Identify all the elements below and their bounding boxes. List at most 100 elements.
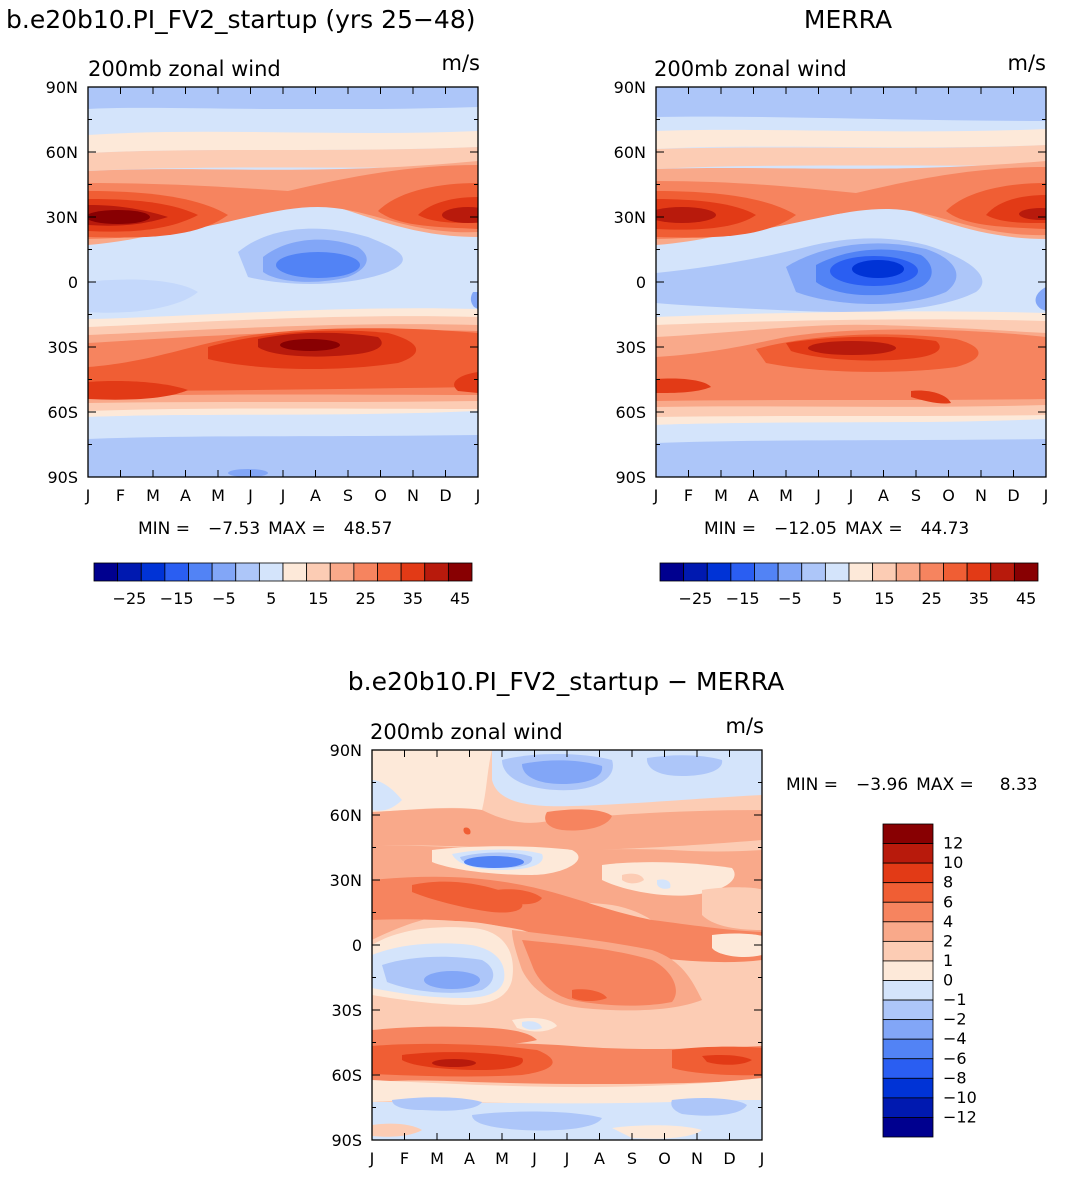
- colorbar-swatch: [188, 562, 213, 582]
- colorbar-swatch: [882, 1117, 934, 1138]
- colorbar-swatch: [777, 562, 803, 582]
- colorbar-swatch: [882, 1019, 934, 1040]
- panel-merra-axes: J F M A M J J A S O N D J 90N 60N 30N 0 30S 60S 90S: [614, 78, 1049, 505]
- y-tick-label: 60S: [47, 403, 78, 422]
- colorbar-swatch: [730, 562, 755, 582]
- x-tick-label: O: [658, 1149, 671, 1168]
- colorbar-swatch: [211, 562, 237, 582]
- x-tick-label: A: [310, 486, 321, 505]
- colorbar-label: −12: [943, 1107, 977, 1126]
- y-tick-label: 30N: [614, 208, 646, 227]
- colorbar-label: −15: [160, 589, 194, 608]
- colorbar-label: 5: [266, 589, 276, 608]
- colorbar-swatch: [258, 562, 284, 582]
- y-tick-label: 30N: [330, 871, 362, 890]
- panel-diff-field: J F M A M J J A S O N D J 90N 60N 30N 0 30S 60S 90S: [330, 741, 765, 1168]
- x-tick-label: F: [116, 486, 125, 505]
- panel-merra: MERRA 200mb zonal wind m/s: [614, 5, 1049, 608]
- colorbar-swatch: [306, 562, 331, 582]
- panel-model-title: b.e20b10.PI_FV2_startup (yrs 25−48): [6, 5, 475, 34]
- colorbar-label: −2: [943, 1010, 967, 1029]
- x-tick-label: S: [343, 486, 353, 505]
- x-tick-label: N: [691, 1149, 703, 1168]
- panel-model-colorbar: −25 −15 −5 5 15 25 35 45: [93, 562, 473, 608]
- panel-model-field: J F M A M J J A S O N D J 90N 60N 30N 0 30S 60S 90S: [46, 78, 481, 505]
- x-tick-label: J: [475, 486, 481, 505]
- colorbar-swatch: [882, 1077, 934, 1099]
- x-tick-label: F: [400, 1149, 409, 1168]
- colorbar-label: −4: [943, 1029, 967, 1048]
- y-tick-label: 60N: [330, 806, 362, 825]
- colorbar-label: 8: [943, 873, 953, 892]
- colorbar-swatch: [706, 562, 732, 582]
- panel-model: b.e20b10.PI_FV2_startup (yrs 25−48) 200m…: [6, 5, 481, 608]
- colorbar-swatch: [882, 843, 934, 864]
- x-tick-label: O: [374, 486, 387, 505]
- x-tick-label: O: [942, 486, 955, 505]
- colorbar-label: 35: [403, 589, 423, 608]
- colorbar-swatch: [882, 940, 934, 962]
- x-tick-label: J: [848, 486, 854, 505]
- colorbar-swatch: [882, 823, 934, 844]
- panel-diff-title: b.e20b10.PI_FV2_startup − MERRA: [348, 667, 784, 696]
- y-tick-label: 0: [352, 936, 362, 955]
- colorbar-swatch: [882, 901, 934, 923]
- colorbar-label: −15: [726, 589, 760, 608]
- y-tick-label: 0: [636, 273, 646, 292]
- colorbar-swatch: [164, 562, 189, 582]
- colorbar-swatch: [659, 562, 685, 582]
- x-tick-label: M: [211, 486, 225, 505]
- colorbar-swatch: [943, 562, 968, 582]
- colorbar-swatch: [93, 562, 119, 582]
- colorbar-swatch: [282, 562, 308, 582]
- x-tick-label: J: [531, 1149, 537, 1168]
- panel-model-stats: MIN = −7.53 MAX = 48.57: [138, 519, 392, 539]
- x-tick-label: M: [495, 1149, 509, 1168]
- colorbar-label: 35: [969, 589, 989, 608]
- colorbar-swatch: [882, 921, 934, 942]
- x-tick-label: J: [564, 1149, 570, 1168]
- panel-merra-subtitle: 200mb zonal wind: [654, 57, 847, 81]
- y-tick-label: 60N: [46, 143, 78, 162]
- x-tick-label: M: [146, 486, 160, 505]
- colorbar-swatch: [872, 562, 897, 582]
- colorbar-label: 5: [832, 589, 842, 608]
- panel-diff: b.e20b10.PI_FV2_startup − MERRA 200mb zo…: [330, 667, 1038, 1168]
- y-tick-label: 90S: [331, 1131, 362, 1150]
- x-tick-label: J: [280, 486, 286, 505]
- panel-model-axes: J F M A M J J A S O N D J 90N 60N 30N 0 30S 60S 90S: [46, 78, 481, 505]
- colorbar-swatch: [882, 999, 934, 1021]
- x-tick-label: A: [878, 486, 889, 505]
- colorbar-label: 6: [943, 892, 953, 911]
- y-tick-label: 90N: [330, 741, 362, 760]
- colorbar-swatch: [824, 562, 850, 582]
- y-tick-label: 60S: [615, 403, 646, 422]
- colorbar-label: 2: [943, 931, 953, 950]
- colorbar-swatch: [919, 562, 944, 582]
- x-tick-label: J: [247, 486, 253, 505]
- colorbar-label: −8: [943, 1068, 967, 1087]
- y-tick-label: 90N: [614, 78, 646, 97]
- colorbar-swatch: [377, 562, 402, 582]
- y-tick-label: 30S: [47, 338, 78, 357]
- colorbar-label: −25: [113, 589, 147, 608]
- colorbar-swatch: [882, 1058, 934, 1079]
- panel-diff-units: m/s: [726, 714, 764, 738]
- colorbar-label: −10: [943, 1088, 977, 1107]
- panel-merra-title: MERRA: [804, 5, 892, 34]
- x-tick-label: A: [180, 486, 191, 505]
- colorbar-swatch: [801, 562, 826, 582]
- x-tick-label: N: [407, 486, 419, 505]
- colorbar-label: 12: [943, 834, 963, 853]
- y-tick-label: 30N: [46, 208, 78, 227]
- panel-merra-stats: MIN = −12.05 MAX = 44.73: [704, 519, 969, 539]
- x-tick-label: D: [439, 486, 451, 505]
- colorbar-swatch: [966, 562, 992, 582]
- x-tick-label: J: [1043, 486, 1049, 505]
- colorbar-swatch: [990, 562, 1015, 582]
- x-tick-label: F: [684, 486, 693, 505]
- colorbar-swatch: [882, 980, 934, 1001]
- x-tick-label: A: [464, 1149, 475, 1168]
